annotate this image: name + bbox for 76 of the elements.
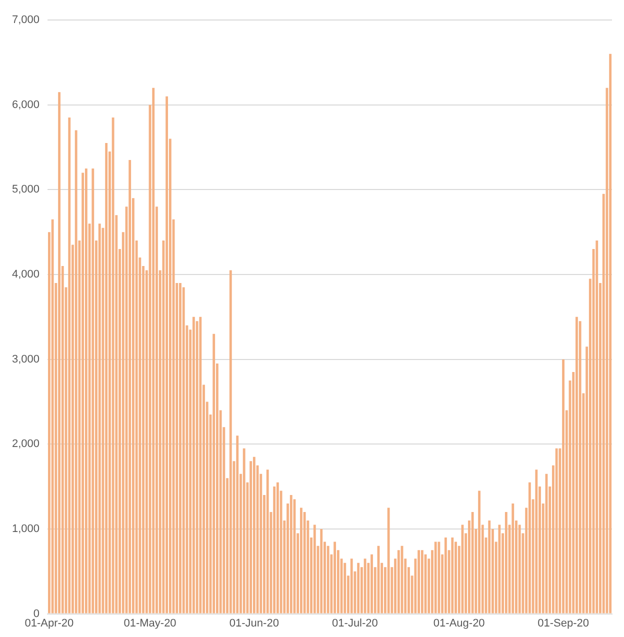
bar (471, 512, 474, 614)
bar (518, 524, 521, 614)
y-tick-label: 7,000 (12, 14, 40, 26)
bar (488, 520, 491, 614)
bar (562, 359, 564, 614)
bar (250, 461, 252, 614)
bar (528, 482, 531, 614)
bar (498, 524, 501, 614)
bar (105, 143, 108, 614)
bar (152, 88, 155, 614)
bar (196, 321, 198, 614)
bar (273, 486, 276, 614)
bar (112, 118, 114, 614)
bar (326, 546, 330, 614)
y-tick-label: 2,000 (12, 438, 40, 450)
bar (51, 219, 54, 614)
bar (68, 118, 71, 614)
bar (320, 528, 323, 614)
bar (313, 524, 316, 614)
bar (290, 495, 292, 614)
bar (74, 130, 78, 614)
y-tick-label: 4,000 (12, 268, 40, 281)
bar (229, 270, 232, 614)
x-tick-label: 01-Aug-20 (433, 617, 485, 630)
bar (444, 537, 447, 614)
bar (434, 542, 437, 614)
bar (266, 470, 269, 614)
bar (418, 550, 420, 614)
bar (357, 562, 360, 614)
bar (535, 470, 538, 614)
x-tick-label: 01-Jul-20 (332, 617, 378, 630)
bar (596, 240, 598, 614)
bar (397, 550, 400, 614)
bar (212, 334, 216, 614)
bar (576, 316, 578, 614)
bar (350, 558, 353, 614)
bar (276, 482, 279, 614)
bar (451, 537, 454, 614)
bar (555, 448, 558, 614)
x-tick-label: 01-Jun-20 (229, 617, 279, 630)
x-tick-label: 01-Sep-20 (538, 617, 589, 630)
bar (344, 562, 346, 614)
bar (370, 554, 373, 614)
bar (92, 168, 94, 614)
y-tick-label: 3,000 (12, 353, 40, 366)
bar (454, 542, 457, 614)
bar (364, 558, 366, 614)
bar (179, 282, 182, 614)
bar (252, 456, 256, 614)
bar (300, 508, 302, 614)
bar (84, 168, 88, 614)
bar (236, 436, 239, 614)
bar (182, 287, 185, 614)
y-tick-label: 1,000 (12, 523, 40, 536)
bar (512, 504, 514, 614)
bar (192, 316, 195, 614)
bar (387, 508, 390, 614)
bar (128, 160, 132, 614)
bar (199, 316, 202, 614)
x-tick-label: 01-May-20 (124, 617, 176, 630)
y-tick-label: 0 (33, 608, 40, 620)
bar (303, 512, 306, 614)
bar (58, 92, 60, 614)
x-tick-label: 01-Apr-20 (24, 617, 74, 630)
bar (242, 448, 246, 614)
y-tick-label: 6,000 (12, 98, 40, 111)
bar (334, 542, 336, 614)
bar (166, 96, 168, 614)
bar (504, 512, 508, 614)
bar (82, 172, 84, 614)
bar (578, 321, 582, 614)
y-tick-label: 5,000 (12, 184, 40, 196)
bar (478, 490, 480, 614)
bar (420, 550, 424, 614)
bar (609, 54, 612, 614)
bar (98, 224, 101, 614)
